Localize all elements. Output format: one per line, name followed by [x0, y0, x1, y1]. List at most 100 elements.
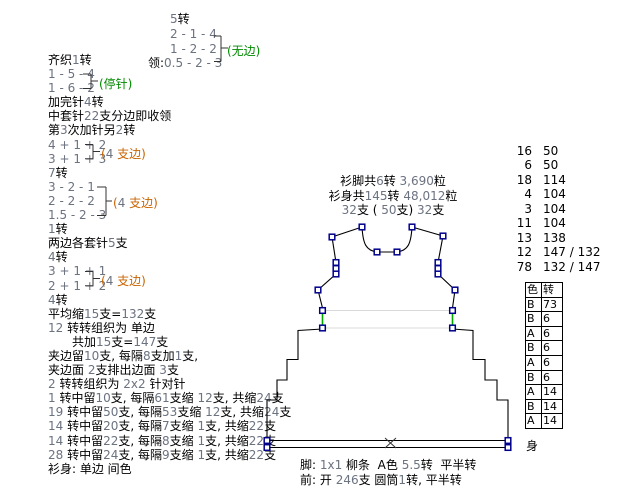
- table-footer-body: 身: [526, 439, 539, 453]
- table-row: B 6: [525, 340, 563, 356]
- stitches-value: 114: [543, 172, 566, 187]
- instruction-line: 加完针4转: [48, 95, 104, 110]
- bracket-noedge: [214, 35, 228, 62]
- turns-cell[interactable]: 6: [541, 354, 563, 371]
- control-point-marker[interactable]: [263, 436, 271, 445]
- control-point-marker[interactable]: [448, 306, 457, 315]
- color-cell[interactable]: A: [525, 413, 542, 429]
- instruction-line: 第3次加针另2转: [48, 123, 136, 138]
- bracket-edge-3: [85, 271, 100, 287]
- row-count-entry: 11 104: [512, 216, 600, 230]
- table-header-row: 色 转: [525, 282, 563, 298]
- control-point-marker[interactable]: [332, 258, 340, 267]
- control-point-marker[interactable]: [408, 223, 416, 231]
- label-noedge: (无边): [227, 44, 261, 58]
- table-row: B 14: [525, 398, 563, 415]
- bottom-notes: 脚: 1x1 柳条 A色 5.5转 平半转 前: 开 246支 圆筒1转, 平半转: [300, 458, 476, 488]
- color-cell[interactable]: B: [525, 340, 542, 356]
- neck-shaping-line: 2 - 1 - 4: [170, 26, 217, 41]
- table-row: A 6: [525, 354, 563, 371]
- control-point-marker[interactable]: [328, 233, 336, 241]
- turns-value: 11: [516, 216, 532, 231]
- color-cell[interactable]: B: [525, 369, 542, 386]
- turns-value: 13: [516, 230, 532, 245]
- instruction-line: 4转: [48, 292, 68, 307]
- row-count-entry: 3 104: [512, 202, 600, 216]
- turns-value: 12: [516, 245, 532, 260]
- diagram-stat-line: 32支 ( 50支) 32支: [341, 203, 445, 218]
- instruction-line: 7转: [48, 165, 68, 180]
- row-count-entry: 18 114: [512, 173, 600, 187]
- control-point-marker[interactable]: [504, 436, 512, 445]
- instruction-line: 2 转转组织为 2x2 针对针: [48, 377, 186, 392]
- control-point-marker[interactable]: [263, 443, 271, 452]
- row-count-entry: 13 138: [512, 231, 600, 245]
- instruction-line: 12 转转组织为 单边: [48, 320, 155, 335]
- turns-cell[interactable]: 6: [541, 325, 563, 342]
- instruction-line: 1 转中留10支, 每隔61支缩 12支, 共缩24支: [48, 391, 284, 406]
- color-cell[interactable]: A: [525, 354, 542, 371]
- color-cell[interactable]: A: [525, 325, 542, 342]
- diagram-stat-line: 衫脚共6转 3,690粒: [340, 174, 446, 188]
- row-count-column: 16 50 6 50 18 114 4 104 3 104 11 104 13 …: [512, 144, 601, 274]
- turns-cell[interactable]: 6: [541, 311, 563, 327]
- stitches-value: 104: [543, 187, 566, 202]
- instruction-line: 衫身: 单边 间色: [48, 461, 132, 476]
- row-count-entry: 4 104: [512, 187, 600, 201]
- instruction-line: 平均缩15支=132支: [48, 306, 157, 321]
- control-point-marker[interactable]: [504, 443, 512, 452]
- turns-cell[interactable]: 6: [541, 340, 563, 356]
- turns-cell[interactable]: 6: [541, 369, 563, 386]
- turns-cell[interactable]: 73: [541, 296, 563, 313]
- diagram-stats: 衫脚共6转 3,690粒 衫身共145转 48,012粒 32支 ( 50支) 32…: [318, 174, 468, 218]
- neck-shaping-line: 5转: [170, 12, 190, 26]
- control-point-marker[interactable]: [393, 248, 401, 256]
- color-cell[interactable]: B: [525, 398, 542, 415]
- control-point-marker[interactable]: [451, 286, 459, 294]
- instruction-line: 28 转中留24支, 每隔9支缩 1支, 共缩22支: [48, 447, 277, 462]
- bracket-edge-1: [85, 144, 100, 160]
- color-cell[interactable]: B: [525, 311, 542, 327]
- label-4-edge-2: (4 支边): [113, 196, 158, 210]
- control-point-marker[interactable]: [332, 270, 340, 278]
- table-row: B 6: [525, 369, 563, 386]
- bracket-edge-2: [97, 186, 112, 216]
- control-point-marker[interactable]: [314, 286, 322, 294]
- table-row: B 73: [525, 296, 563, 313]
- turns-value: 78: [516, 259, 532, 274]
- armhole-connector-lines: [323, 310, 452, 329]
- instruction-line: 14 转中留22支, 每隔8支缩 1支, 共缩22支: [48, 433, 276, 448]
- stitches-value: 50: [543, 144, 559, 158]
- instruction-line: 2 - 2 - 2: [48, 193, 95, 208]
- instruction-line: 1.5 - 2 - 3: [48, 208, 107, 223]
- instruction-line: 4转: [48, 250, 68, 265]
- control-point-marker[interactable]: [439, 232, 447, 240]
- control-point-marker[interactable]: [358, 223, 366, 231]
- instruction-line: 14 转中留20支, 每隔7支缩 1支, 共缩22支: [48, 419, 277, 434]
- turns-cell[interactable]: 14: [541, 398, 563, 415]
- hem-x-mark: [384, 437, 397, 449]
- color-cell[interactable]: A: [525, 384, 542, 400]
- turns-cell[interactable]: 14: [541, 384, 563, 400]
- instruction-line: 中套针22支分边即收领: [48, 109, 172, 124]
- control-point-marker[interactable]: [318, 324, 327, 332]
- color-cell[interactable]: B: [525, 296, 542, 313]
- table-row: A 14: [525, 413, 563, 429]
- table-row: A 6: [525, 325, 563, 342]
- bracket-stop: [83, 73, 98, 89]
- stitches-value: 132 / 147: [543, 259, 601, 274]
- table-row: B 6: [525, 311, 563, 327]
- instruction-line: 齐织1转: [48, 53, 92, 67]
- control-point-marker[interactable]: [448, 324, 457, 332]
- table-row: A 14: [525, 384, 563, 400]
- control-point-marker[interactable]: [373, 248, 381, 256]
- stitches-value: 147 / 132: [543, 245, 601, 260]
- control-point-marker[interactable]: [434, 258, 442, 267]
- instruction-line: 夹边面 2支排出边面 3支: [48, 363, 179, 378]
- turns-cell[interactable]: 14: [541, 413, 563, 429]
- turns-value: 3: [524, 201, 532, 216]
- control-point-marker[interactable]: [434, 270, 442, 278]
- control-point-marker[interactable]: [318, 306, 327, 315]
